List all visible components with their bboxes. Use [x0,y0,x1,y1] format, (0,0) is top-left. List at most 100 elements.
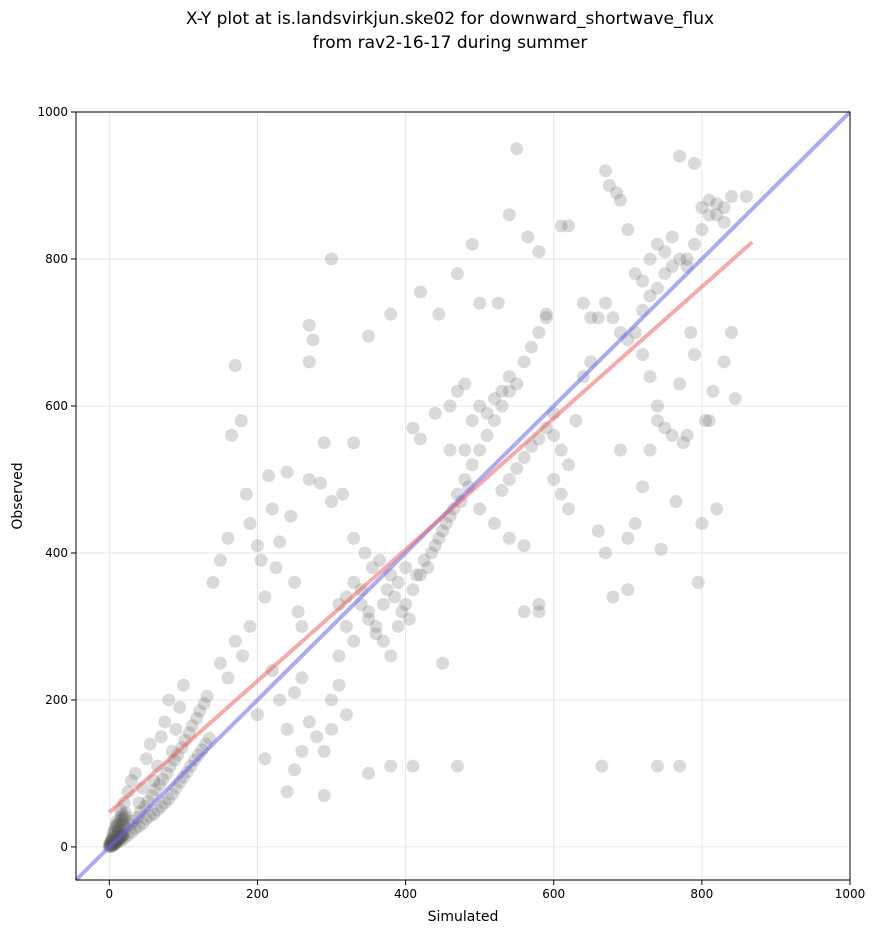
data-point [606,590,620,604]
data-point [153,777,167,791]
data-point [376,597,390,611]
y-tick-label: 400 [45,546,68,560]
data-point [273,535,287,549]
data-point [710,502,724,516]
data-point [373,553,387,567]
data-point [169,722,183,736]
data-point [165,787,179,801]
data-point [384,759,398,773]
data-point [362,612,376,626]
data-point [695,223,709,237]
data-point [108,822,122,836]
data-point [473,296,487,310]
data-point [200,689,214,703]
data-point [450,384,464,398]
data-point [295,671,309,685]
data-point [676,436,690,450]
data-point [717,201,731,215]
data-point [391,575,405,589]
data-point [621,531,635,545]
data-point [287,686,301,700]
data-point [680,252,694,266]
data-point [606,311,620,325]
data-point [613,193,627,207]
data-point [599,546,613,560]
data-point [673,252,687,266]
data-point [687,237,701,251]
trend-lines [74,110,852,882]
x-tick-label: 200 [246,887,269,901]
data-point [710,208,724,222]
x-tick-label: 800 [690,887,713,901]
data-point [562,458,576,472]
data-point [710,197,724,211]
data-point [436,524,450,538]
data-point [118,809,132,823]
data-point [502,531,516,545]
data-point [254,553,268,567]
data-point [239,487,253,501]
data-point [291,605,305,619]
data-point [491,296,505,310]
data-point [347,575,361,589]
data-point [554,443,568,457]
data-point [510,142,524,156]
data-point [602,178,616,192]
data-point [269,561,283,575]
data-point [569,414,583,428]
data-point [636,348,650,362]
data-point [673,149,687,163]
data-point [480,428,494,442]
data-point [621,583,635,597]
data-point [439,517,453,531]
data-point [613,443,627,457]
y-axis-label: Observed [10,462,26,529]
data-point [190,711,204,725]
data-point [691,575,705,589]
data-point [699,414,713,428]
data-point [510,461,524,475]
data-point [402,612,416,626]
data-point [636,274,650,288]
data-point [287,763,301,777]
data-point [369,619,383,633]
data-point [302,472,316,486]
data-point [317,436,331,450]
data-point [465,458,479,472]
data-point [148,783,162,797]
data-point [156,772,170,786]
data-point [539,311,553,325]
data-point [584,311,598,325]
data-point [158,715,172,729]
data-point [665,259,679,273]
data-point [295,744,309,758]
data-point [480,406,494,420]
data-point [610,186,624,200]
data-point [369,627,383,641]
data-point [185,719,199,733]
data-point [643,443,657,457]
data-point [104,836,118,850]
data-point [391,619,405,633]
data-point [347,531,361,545]
data-point [495,384,509,398]
data-point [654,542,668,556]
data-point [128,766,142,780]
data-point [687,348,701,362]
data-point [695,517,709,531]
data-point [421,561,435,575]
data-point [680,428,694,442]
data-point [384,649,398,663]
data-point [458,443,472,457]
data-point [665,428,679,442]
data-point [576,296,590,310]
data-point [643,289,657,303]
data-point [228,359,242,373]
data-point [250,539,264,553]
data-point [502,384,516,398]
data-point [154,800,168,814]
data-point [650,759,664,773]
data-point [243,517,257,531]
data-point [108,825,122,839]
data-point [213,656,227,670]
